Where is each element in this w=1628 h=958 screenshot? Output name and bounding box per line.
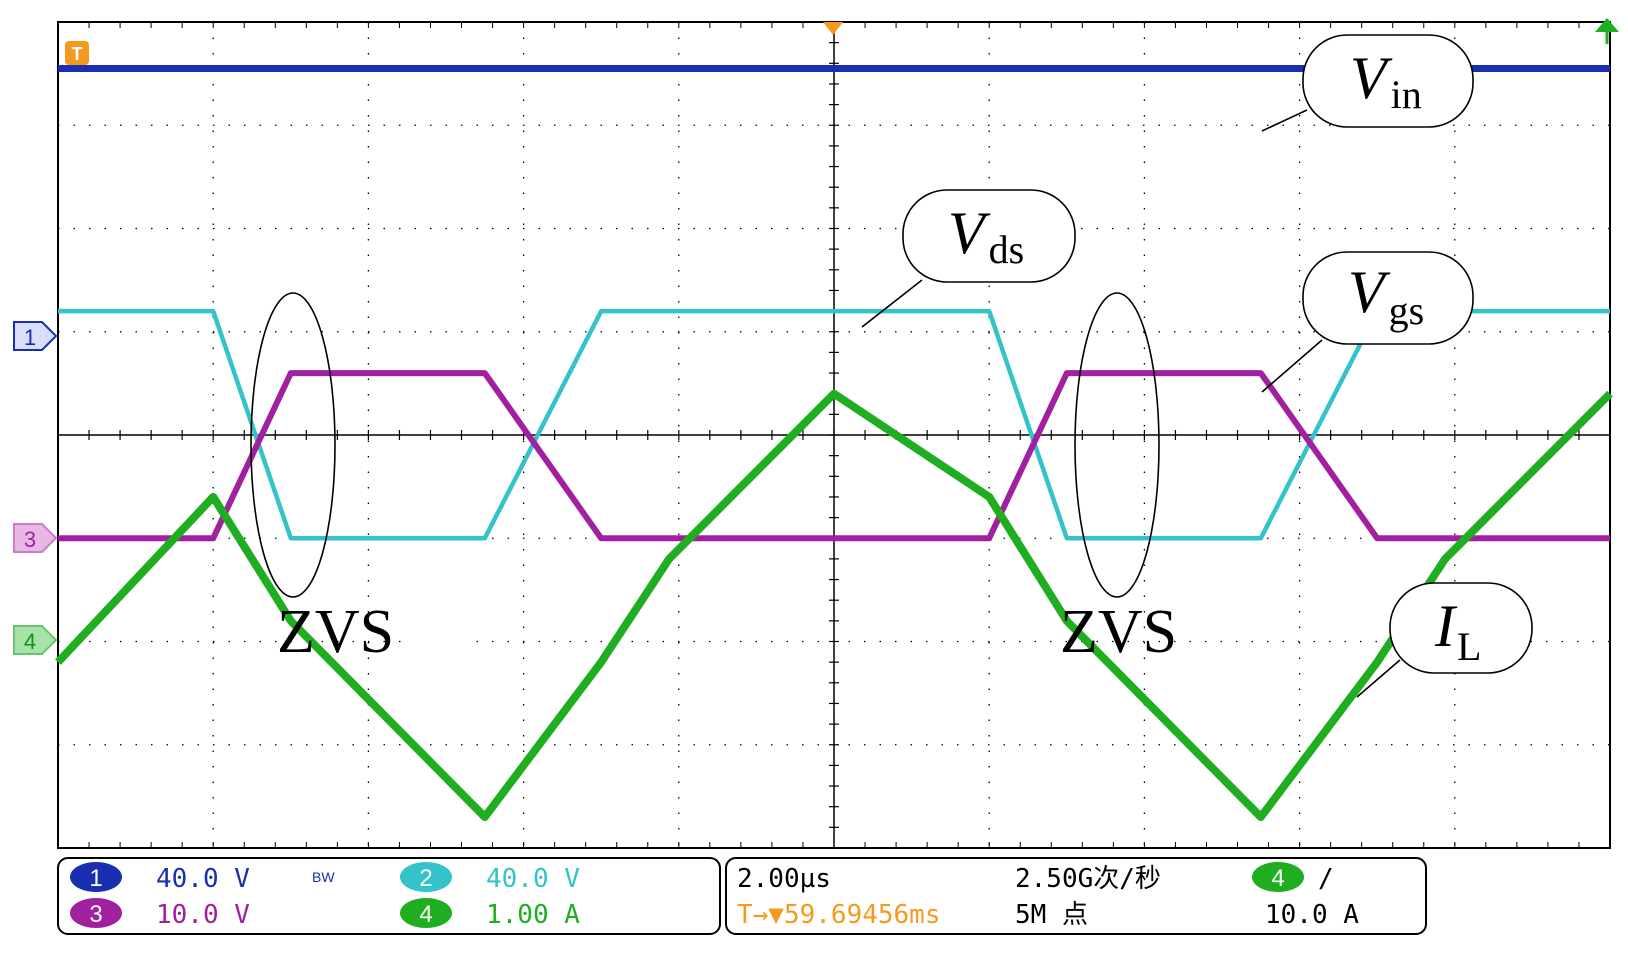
ch1-scale: 40.0 V xyxy=(156,864,250,894)
vgs-callout-box xyxy=(1302,251,1474,345)
record-length-readout: 5M 点 xyxy=(1015,900,1088,930)
il-callout-box xyxy=(1389,582,1533,674)
zvs-label-left: ZVS xyxy=(277,598,394,666)
trigger-position-marker[interactable] xyxy=(823,22,843,35)
svg-text:4: 4 xyxy=(419,901,432,928)
zvs-ellipse-left xyxy=(250,292,336,598)
ch2-badge[interactable] xyxy=(400,862,452,892)
ch3-badge[interactable] xyxy=(70,898,122,928)
ch3-scale: 10.0 V xyxy=(156,900,250,930)
vds-leader-line xyxy=(861,279,923,328)
trigger-marker-top-left[interactable]: T xyxy=(65,41,89,65)
channel-1-marker[interactable]: 1 xyxy=(13,321,58,351)
zvs-ellipse-right xyxy=(1074,292,1160,598)
ch4-badge[interactable] xyxy=(400,898,452,928)
vgs-leader-line xyxy=(1261,339,1323,393)
zvs-label-right: ZVS xyxy=(1060,598,1177,666)
il-leader-line xyxy=(1356,659,1401,698)
vds-callout-box xyxy=(902,189,1076,283)
channel-4-marker[interactable]: 4 xyxy=(13,625,58,655)
svg-text:T: T xyxy=(72,44,83,64)
channel-3-marker[interactable]: 3 xyxy=(13,523,58,553)
sample-rate-readout: 2.50G次/秒 xyxy=(1015,864,1161,894)
svg-text:1: 1 xyxy=(89,865,102,892)
svg-text:3: 3 xyxy=(24,527,36,552)
label-mask xyxy=(405,605,465,650)
svg-text:4: 4 xyxy=(24,629,36,654)
il-label: IL xyxy=(1434,593,1481,669)
timebase-readout[interactable]: 2.00µs xyxy=(737,864,831,894)
vin-leader-line xyxy=(1261,109,1308,132)
trigger-level-marker[interactable] xyxy=(1595,18,1619,32)
trigger-slope-indicator: / xyxy=(1318,864,1334,894)
status-bar-left: 1 40.0 V BW 2 40.0 V 3 10.0 V 4 1.00 A xyxy=(57,857,721,935)
trigger-source-badge[interactable] xyxy=(1252,862,1304,892)
vin-callout-box xyxy=(1302,34,1474,128)
ch1-badge[interactable] xyxy=(70,862,122,892)
ch4-scale: 1.00 A xyxy=(486,900,580,930)
ch2-scale: 40.0 V xyxy=(486,864,580,894)
svg-text:4: 4 xyxy=(1271,865,1284,892)
svg-text:2: 2 xyxy=(419,865,432,892)
svg-text:3: 3 xyxy=(89,901,102,928)
svg-text:1: 1 xyxy=(24,325,36,350)
trigger-level-readout[interactable]: 10.0 A xyxy=(1265,900,1359,930)
bandwidth-limit-indicator: BW xyxy=(312,869,335,885)
trigger-position-readout[interactable]: T→▼59.69456ms xyxy=(737,900,941,930)
status-bar-right: 2.00µs T→▼59.69456ms 2.50G次/秒 5M 点 4 / 1… xyxy=(725,857,1427,935)
